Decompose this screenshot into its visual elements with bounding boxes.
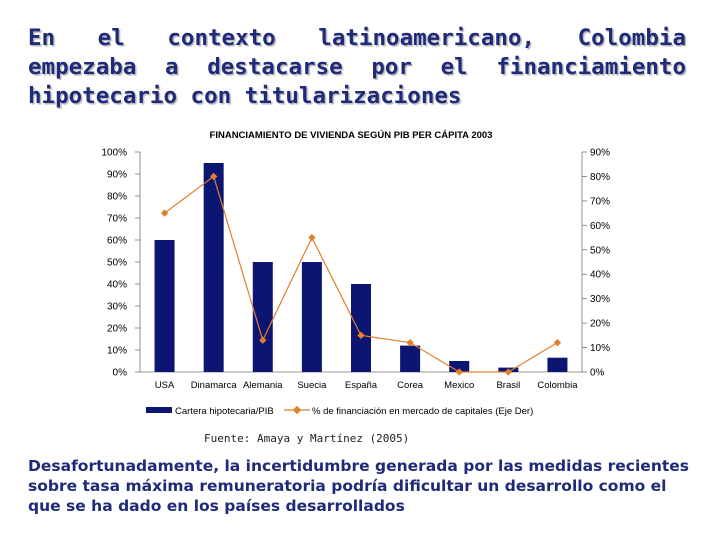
right-tick-label: 40% bbox=[590, 270, 610, 281]
source-note: Fuente: Amaya y Martínez (2005) bbox=[204, 432, 410, 445]
bar-españa bbox=[351, 284, 371, 372]
category-labels: USA Dinamarca Alemania Suecia España Corea Mex… bbox=[155, 380, 578, 391]
right-tick-label: 50% bbox=[590, 245, 610, 256]
bar-corea bbox=[400, 345, 421, 372]
right-tick-label: 80% bbox=[590, 172, 610, 183]
left-tick-label: 80% bbox=[107, 192, 127, 203]
chart-legend: Cartera hipotecaria/PIB % de financiació… bbox=[146, 405, 533, 417]
right-tick-label: 10% bbox=[590, 343, 610, 354]
category-label: Alemania bbox=[243, 380, 283, 391]
category-label: Suecia bbox=[297, 380, 327, 391]
chart-title: FINANCIAMIENTO DE VIVIENDA SEGÚN PIB PER… bbox=[210, 129, 493, 141]
right-tick-label: 20% bbox=[590, 319, 610, 330]
left-tick-label: 20% bbox=[107, 324, 127, 335]
bar-alemania bbox=[252, 262, 273, 372]
legend-line-marker bbox=[292, 405, 302, 415]
left-tick-label: 40% bbox=[107, 280, 127, 291]
category-label: Mexico bbox=[444, 380, 474, 391]
bar-usa bbox=[154, 240, 175, 372]
right-tick-label: 90% bbox=[590, 148, 610, 159]
line-point-colombia bbox=[553, 338, 562, 347]
bar-series bbox=[154, 163, 568, 372]
left-tick-label: 100% bbox=[101, 148, 127, 159]
bar-mexico bbox=[449, 361, 470, 372]
category-label: Colombia bbox=[537, 380, 578, 391]
conclusion-text: Desafortunadamente, la incertidumbre gen… bbox=[28, 457, 689, 515]
category-label: España bbox=[345, 380, 378, 391]
left-tick-label: 70% bbox=[107, 214, 127, 225]
left-tick-label: 10% bbox=[107, 346, 127, 357]
bar-suecia bbox=[301, 262, 322, 372]
right-tick-label: 30% bbox=[590, 294, 610, 305]
legend-line-label: % de financiación en mercado de capitale… bbox=[312, 406, 533, 417]
left-tick-label: 0% bbox=[113, 368, 128, 379]
category-label: Brasil bbox=[496, 380, 520, 391]
line-point-corea bbox=[406, 338, 414, 347]
left-tick-label: 60% bbox=[107, 236, 127, 247]
slide-title: En el contexto latinoamericano, Colombia… bbox=[28, 25, 686, 109]
line-series bbox=[160, 172, 562, 376]
bar-dinamarca bbox=[203, 163, 224, 372]
category-label: USA bbox=[155, 380, 175, 391]
line-point-españa bbox=[357, 331, 365, 340]
category-label: Dinamarca bbox=[191, 380, 238, 391]
legend-bar-swatch bbox=[146, 407, 172, 413]
category-label: Corea bbox=[397, 380, 424, 391]
left-tick-label: 30% bbox=[107, 302, 127, 313]
right-tick-label: 0% bbox=[590, 368, 605, 379]
right-tick-label: 60% bbox=[590, 221, 610, 232]
bar-colombia bbox=[547, 357, 568, 372]
right-tick-label: 70% bbox=[590, 196, 610, 207]
left-tick-label: 90% bbox=[107, 170, 127, 181]
line-point-alemania bbox=[259, 336, 267, 344]
line-point-suecia bbox=[308, 233, 316, 242]
line-point-brasil bbox=[504, 368, 513, 376]
legend-bar-label: Cartera hipotecaria/PIB bbox=[175, 406, 274, 417]
line-point-usa bbox=[160, 209, 169, 217]
left-tick-label: 50% bbox=[107, 258, 127, 269]
line-point-mexico bbox=[455, 368, 463, 376]
